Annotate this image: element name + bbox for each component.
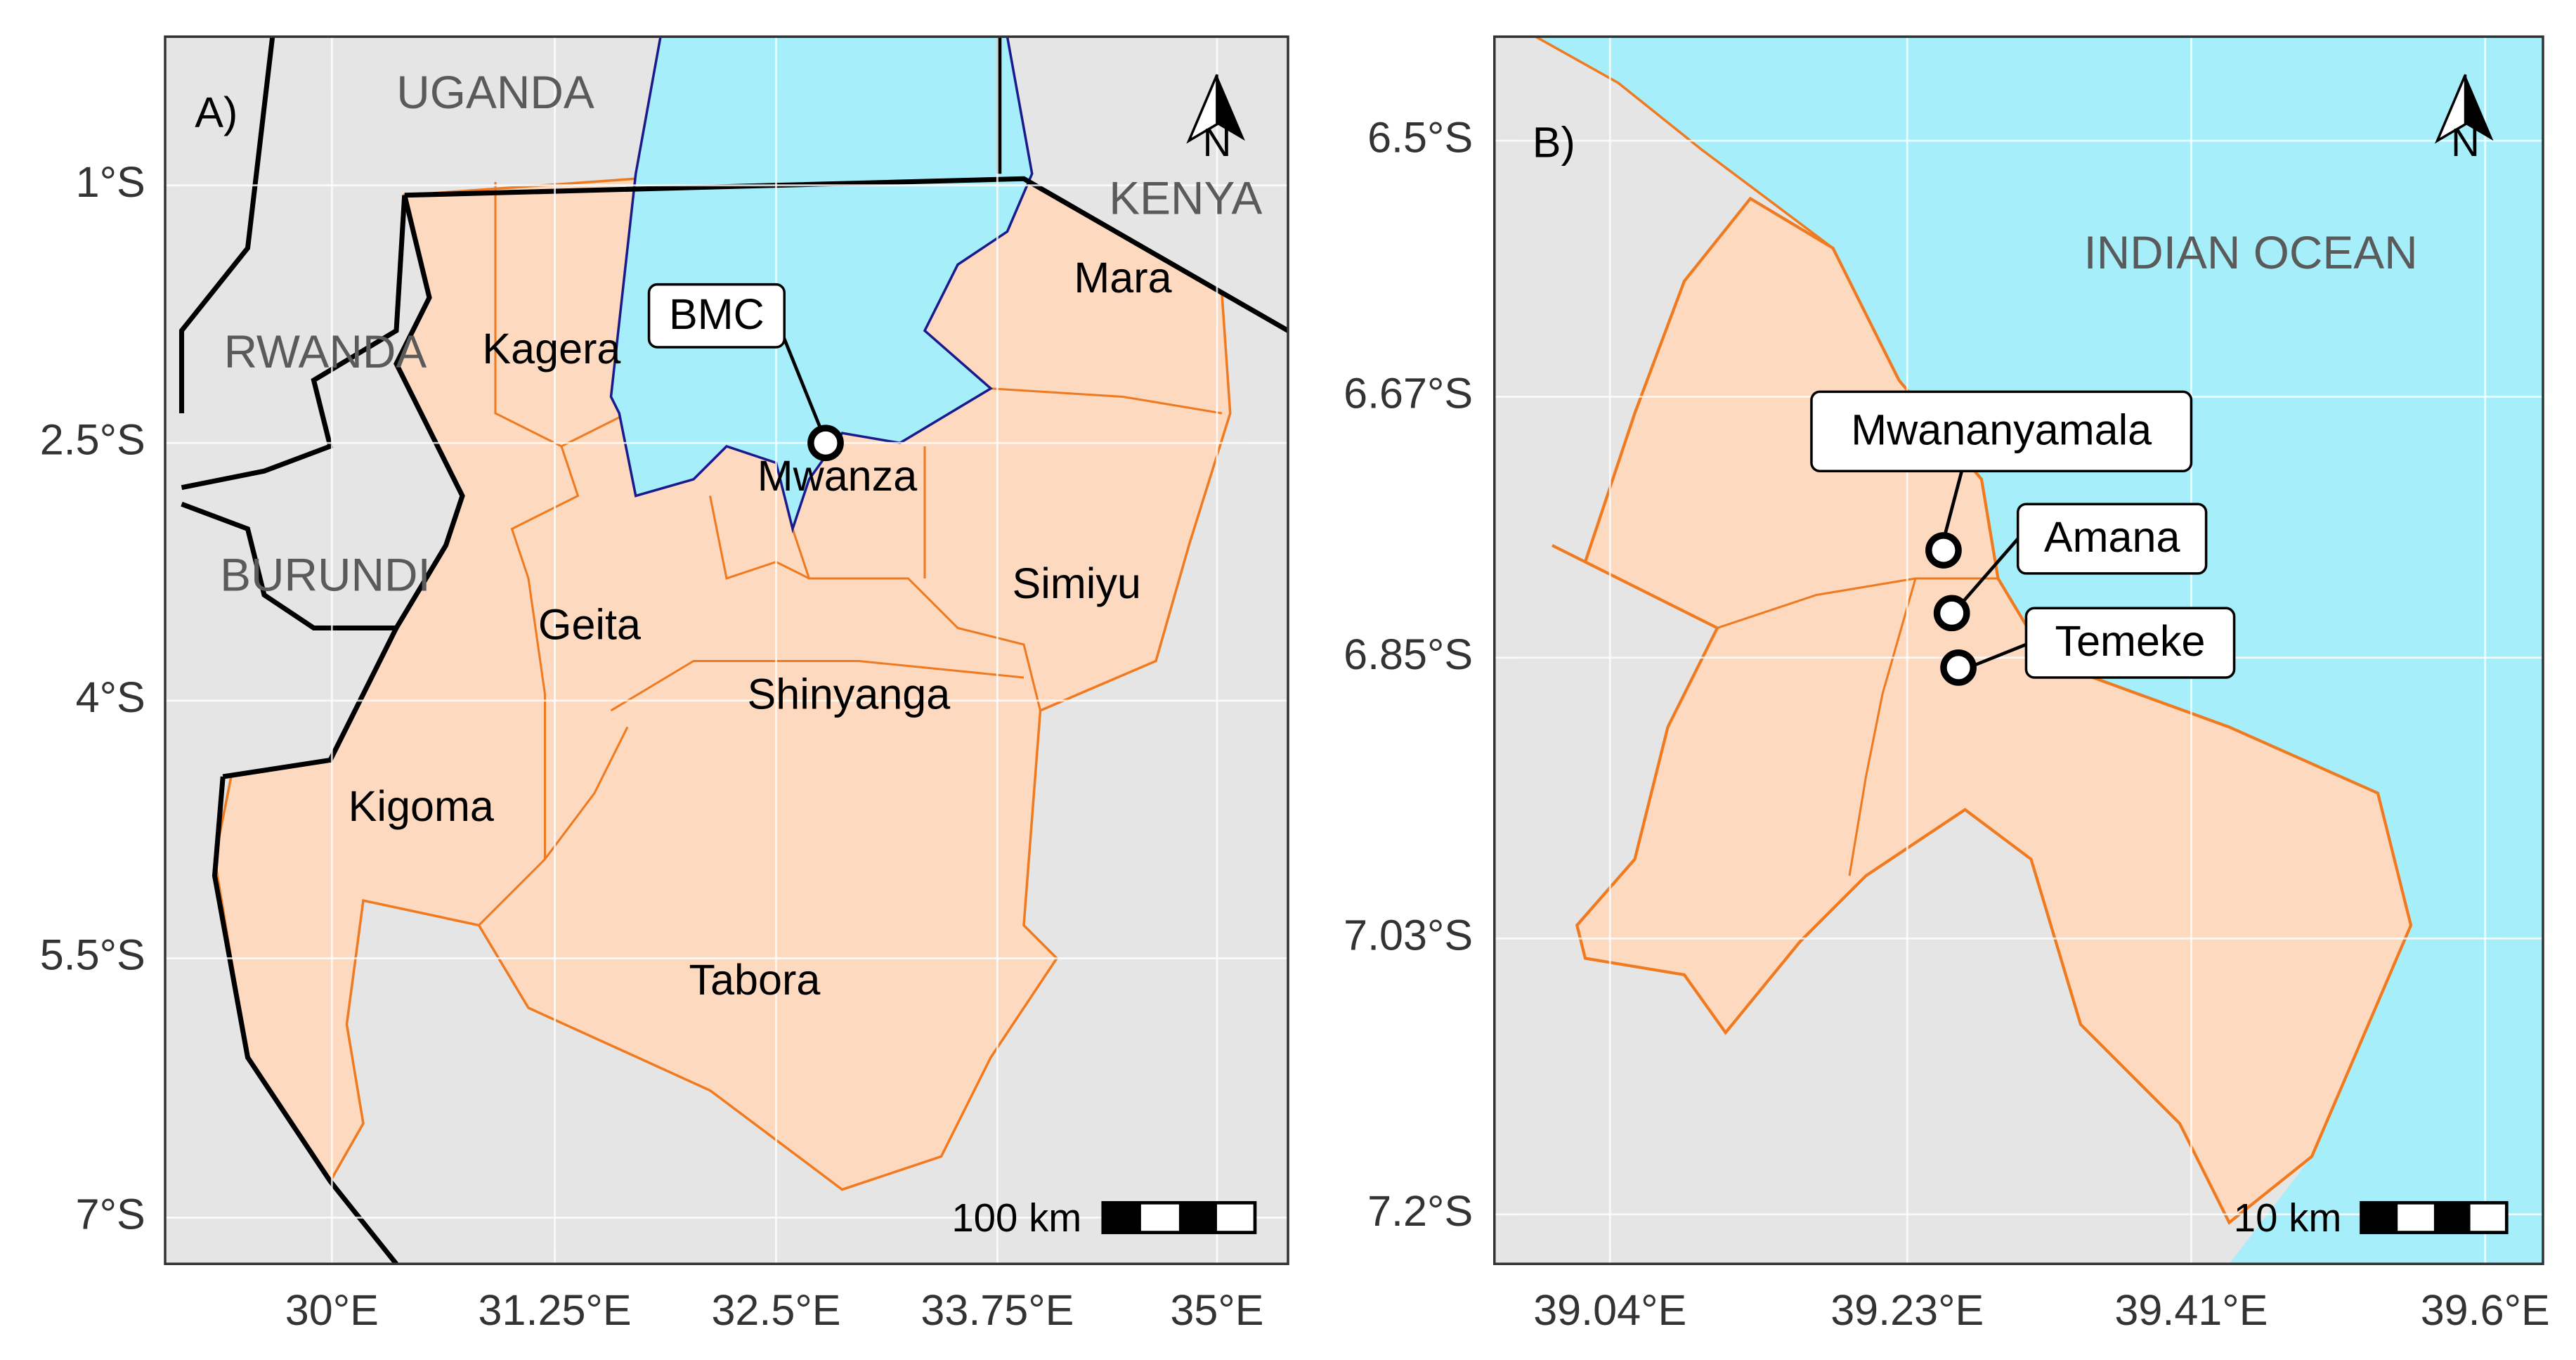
region-label: Kagera xyxy=(482,325,620,373)
north-arrow: N xyxy=(1186,74,1245,164)
y-tick-label: 5.5°S xyxy=(40,931,145,979)
scale-bar: 10 km xyxy=(2234,1196,2509,1240)
panel-b-axes: 6.5°S 6.67°S 6.85°S 7.03°S 7.2°S 39.04°E… xyxy=(1344,113,2550,1333)
x-tick-label: 39.04°E xyxy=(1533,1286,1686,1334)
district-borders xyxy=(1717,577,1998,876)
panel-tag: B) xyxy=(1533,118,1575,166)
region-label: Kigoma xyxy=(349,782,494,830)
north-arrow: N xyxy=(2434,74,2494,164)
y-tick-label: 6.85°S xyxy=(1344,630,1473,678)
x-tick-label: 32.5°E xyxy=(711,1286,840,1334)
y-tick-label: 7.03°S xyxy=(1344,911,1473,959)
site-label: Amana xyxy=(2044,513,2180,561)
region-label: Shinyanga xyxy=(748,670,951,718)
y-tick-label: 6.5°S xyxy=(1367,113,1473,161)
panel-tag: A) xyxy=(195,89,238,136)
panel-b-map: B) INDIAN OCEAN Mwananyamala Amana Temek… xyxy=(1494,37,2543,1264)
site-marker xyxy=(1933,595,1970,632)
country-label: RWANDA xyxy=(224,325,427,377)
y-tick-label: 7.2°S xyxy=(1367,1187,1473,1235)
region-label: Mara xyxy=(1074,254,1171,302)
panel-a-axes: 1°S 2.5°S 4°S 5.5°S 7°S 30°E 31.25°E 32.… xyxy=(40,158,1264,1334)
ocean-label: INDIAN OCEAN xyxy=(2083,226,2417,278)
site-label-box xyxy=(1810,390,2193,472)
site-label-box xyxy=(2024,607,2236,679)
indian-ocean xyxy=(1535,37,2543,1264)
country-label: UGANDA xyxy=(396,66,594,118)
scale-label: 100 km xyxy=(951,1196,1081,1240)
y-tick-label: 4°S xyxy=(76,673,145,721)
panel-a-map: A) UGANDA KENYA RWANDA BURUNDI Kagera Ma… xyxy=(165,37,1288,1264)
north-label: N xyxy=(2451,120,2480,164)
y-tick-label: 1°S xyxy=(76,158,145,206)
x-tick-label: 39.41°E xyxy=(2114,1286,2268,1334)
country-borders xyxy=(178,37,1288,1264)
north-label: N xyxy=(1203,120,1232,164)
region-label: Geita xyxy=(538,601,641,649)
y-tick-label: 2.5°S xyxy=(40,415,145,463)
country-label: BURUNDI xyxy=(220,548,431,600)
site-label: Mwananyamala xyxy=(1851,406,2152,453)
scale-label: 10 km xyxy=(2234,1196,2342,1240)
region-label: Tabora xyxy=(689,956,821,1004)
x-tick-label: 30°E xyxy=(285,1286,379,1334)
x-tick-label: 33.75°E xyxy=(921,1286,1074,1334)
site-marker xyxy=(1940,649,1977,686)
scale-bar: 100 km xyxy=(951,1196,1257,1240)
region-label: Simiyu xyxy=(1013,559,1141,607)
country-label: KENYA xyxy=(1109,172,1262,224)
x-tick-label: 39.23°E xyxy=(1830,1286,1984,1334)
dar-es-salaam-districts xyxy=(1552,196,2413,1225)
y-tick-label: 6.67°S xyxy=(1344,370,1473,417)
x-tick-label: 39.6°E xyxy=(2421,1286,2550,1334)
grid-a xyxy=(165,37,1288,1264)
y-tick-label: 7°S xyxy=(76,1191,145,1238)
site-label-box xyxy=(647,283,786,349)
site-marker xyxy=(807,425,844,462)
grid-b xyxy=(1494,37,2543,1264)
x-tick-label: 35°E xyxy=(1170,1286,1263,1334)
x-tick-label: 31.25°E xyxy=(479,1286,632,1334)
site-label: BMC xyxy=(669,290,765,338)
site-label: Temeke xyxy=(2055,617,2206,665)
region-label: Mwanza xyxy=(757,452,918,500)
site-marker xyxy=(1925,532,1962,569)
lake-victoria xyxy=(609,37,1034,533)
site-label-box xyxy=(2016,503,2208,575)
